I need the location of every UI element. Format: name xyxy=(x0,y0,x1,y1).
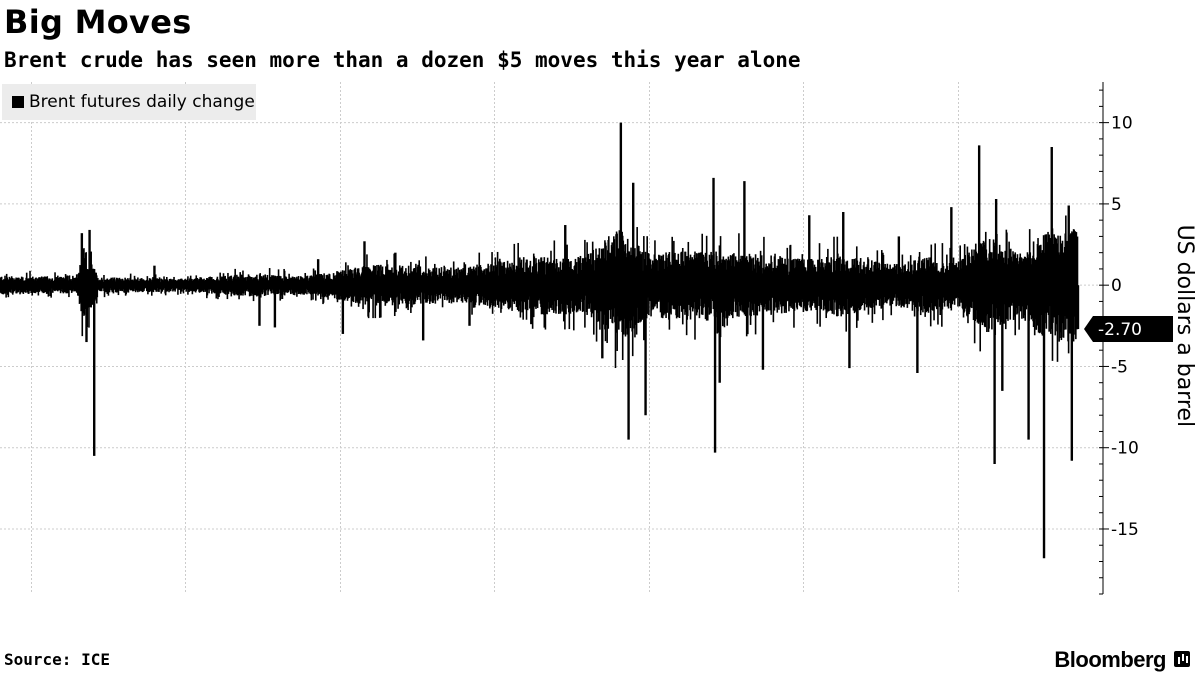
y-axis-title: US dollars a barrel xyxy=(1172,225,1197,427)
y-tick-label: 0 xyxy=(1111,276,1122,296)
brand-logo-text: Bloomberg xyxy=(1054,647,1166,672)
chart-title: Big Moves xyxy=(4,3,192,41)
y-tick-label: -15 xyxy=(1111,520,1139,540)
source-note: Source: ICE xyxy=(4,650,110,669)
legend: Brent futures daily change xyxy=(2,84,256,120)
y-tick-label: -5 xyxy=(1111,357,1128,377)
y-tick-label: -10 xyxy=(1111,439,1139,459)
chart-subtitle: Brent crude has seen more than a dozen $… xyxy=(4,48,801,72)
y-tick-label: 5 xyxy=(1111,195,1122,215)
last-value-label: -2.70 xyxy=(1098,320,1142,340)
series-daily-change xyxy=(0,122,1080,559)
bloomberg-chart-icon xyxy=(1174,651,1190,667)
y-tick-label: 10 xyxy=(1111,114,1133,134)
legend-swatch xyxy=(12,96,24,108)
last-value-callout xyxy=(1084,316,1173,343)
legend-label: Brent futures daily change xyxy=(29,92,255,112)
